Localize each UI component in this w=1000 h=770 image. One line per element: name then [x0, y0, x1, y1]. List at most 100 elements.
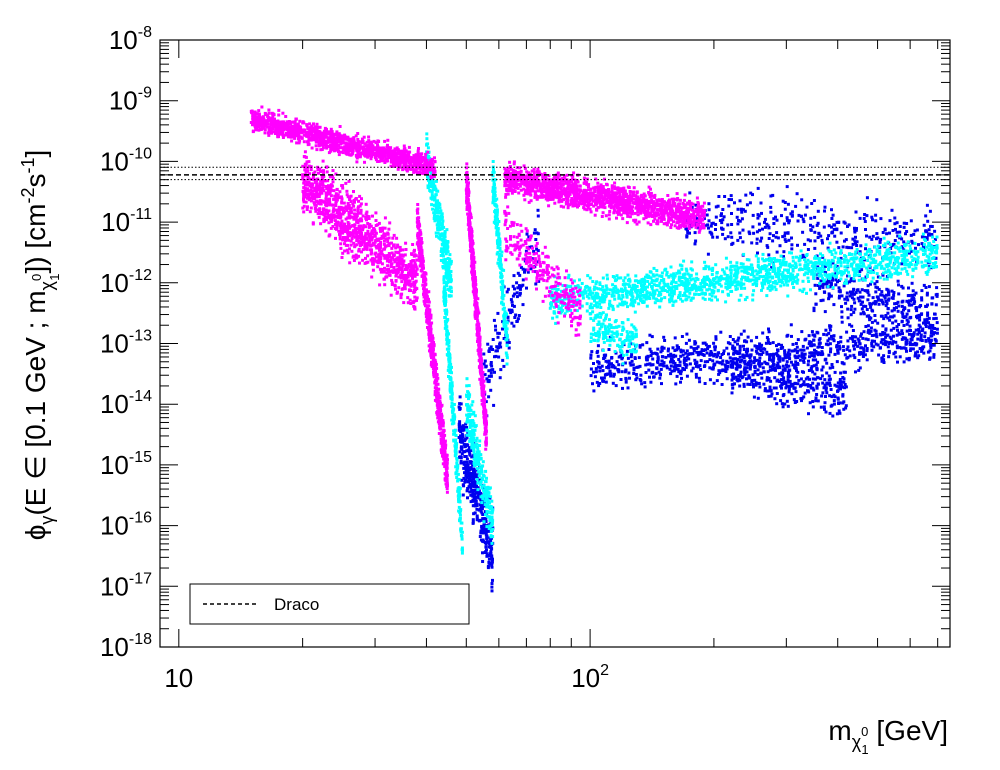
data-point [828, 342, 832, 346]
data-point [493, 183, 496, 187]
data-point [812, 274, 816, 278]
data-point [738, 355, 742, 359]
data-point [427, 178, 430, 182]
data-point [849, 290, 852, 294]
data-point [809, 223, 812, 227]
data-point [761, 331, 765, 335]
data-point [721, 208, 725, 211]
data-point [786, 279, 790, 283]
data-point [880, 293, 884, 297]
data-point [640, 288, 644, 292]
data-point [777, 274, 780, 278]
data-point [878, 276, 882, 280]
data-point [495, 208, 499, 212]
data-point [847, 246, 851, 250]
data-point [693, 286, 697, 290]
data-point [787, 372, 790, 376]
data-point [603, 353, 607, 357]
data-point [757, 345, 761, 349]
data-point [836, 266, 840, 270]
data-point [867, 249, 871, 253]
data-point [445, 338, 449, 342]
data-point [469, 500, 473, 504]
data-point [442, 287, 446, 291]
data-point [933, 312, 936, 316]
data-point [869, 269, 873, 273]
data-point [674, 382, 678, 386]
data-point [473, 488, 477, 492]
data-point [781, 382, 785, 386]
data-point [825, 381, 829, 385]
data-point [817, 231, 821, 235]
data-point [625, 349, 629, 353]
data-point [871, 276, 875, 280]
data-point [490, 585, 494, 589]
data-point [909, 247, 912, 251]
data-point [874, 332, 878, 336]
data-point [790, 382, 794, 386]
data-point [858, 351, 862, 355]
data-point [742, 382, 746, 386]
data-point [497, 331, 501, 335]
data-point [922, 243, 926, 247]
data-point [914, 266, 918, 270]
data-point [460, 537, 464, 541]
data-point [468, 406, 472, 410]
data-point [875, 280, 879, 284]
data-point [521, 303, 525, 307]
data-point [801, 290, 805, 294]
data-point [528, 245, 532, 249]
data-point [876, 321, 880, 325]
data-point [835, 240, 839, 244]
data-point [434, 200, 438, 204]
data-point [767, 262, 771, 266]
data-point [745, 366, 749, 370]
data-point [758, 342, 762, 346]
data-point [931, 235, 935, 239]
data-point [711, 367, 715, 371]
data-point [444, 294, 448, 298]
data-point [532, 231, 536, 235]
data-point [793, 261, 797, 265]
data-point [485, 536, 489, 540]
data-point [842, 400, 846, 404]
data-point [912, 332, 916, 336]
data-point [477, 455, 481, 459]
data-point [726, 223, 730, 227]
data-point [467, 431, 471, 435]
data-point [781, 405, 785, 409]
data-point [694, 203, 698, 207]
data-point [904, 249, 908, 253]
data-point [469, 479, 473, 482]
data-point [740, 210, 744, 214]
data-point [842, 348, 846, 352]
data-point [443, 266, 447, 270]
data-point [860, 259, 864, 263]
data-point [879, 340, 883, 344]
data-point [741, 240, 745, 244]
data-point [765, 336, 769, 339]
data-point [533, 228, 537, 232]
data-point [771, 364, 775, 368]
data-point [465, 460, 469, 464]
data-point [767, 330, 771, 334]
data-point [743, 267, 747, 271]
data-point [465, 436, 469, 440]
data-point [893, 251, 897, 255]
data-point [470, 403, 474, 407]
data-point [771, 270, 775, 273]
data-point [870, 348, 874, 352]
data-point [752, 385, 755, 389]
data-point [445, 342, 449, 346]
data-point [933, 337, 937, 341]
data-point [784, 263, 788, 267]
data-point [694, 375, 698, 379]
data-point [852, 344, 856, 348]
data-point [479, 531, 483, 535]
data-point [864, 247, 867, 251]
data-point [480, 470, 484, 474]
data-point [485, 552, 489, 556]
data-point [775, 272, 779, 276]
data-point [761, 284, 764, 287]
